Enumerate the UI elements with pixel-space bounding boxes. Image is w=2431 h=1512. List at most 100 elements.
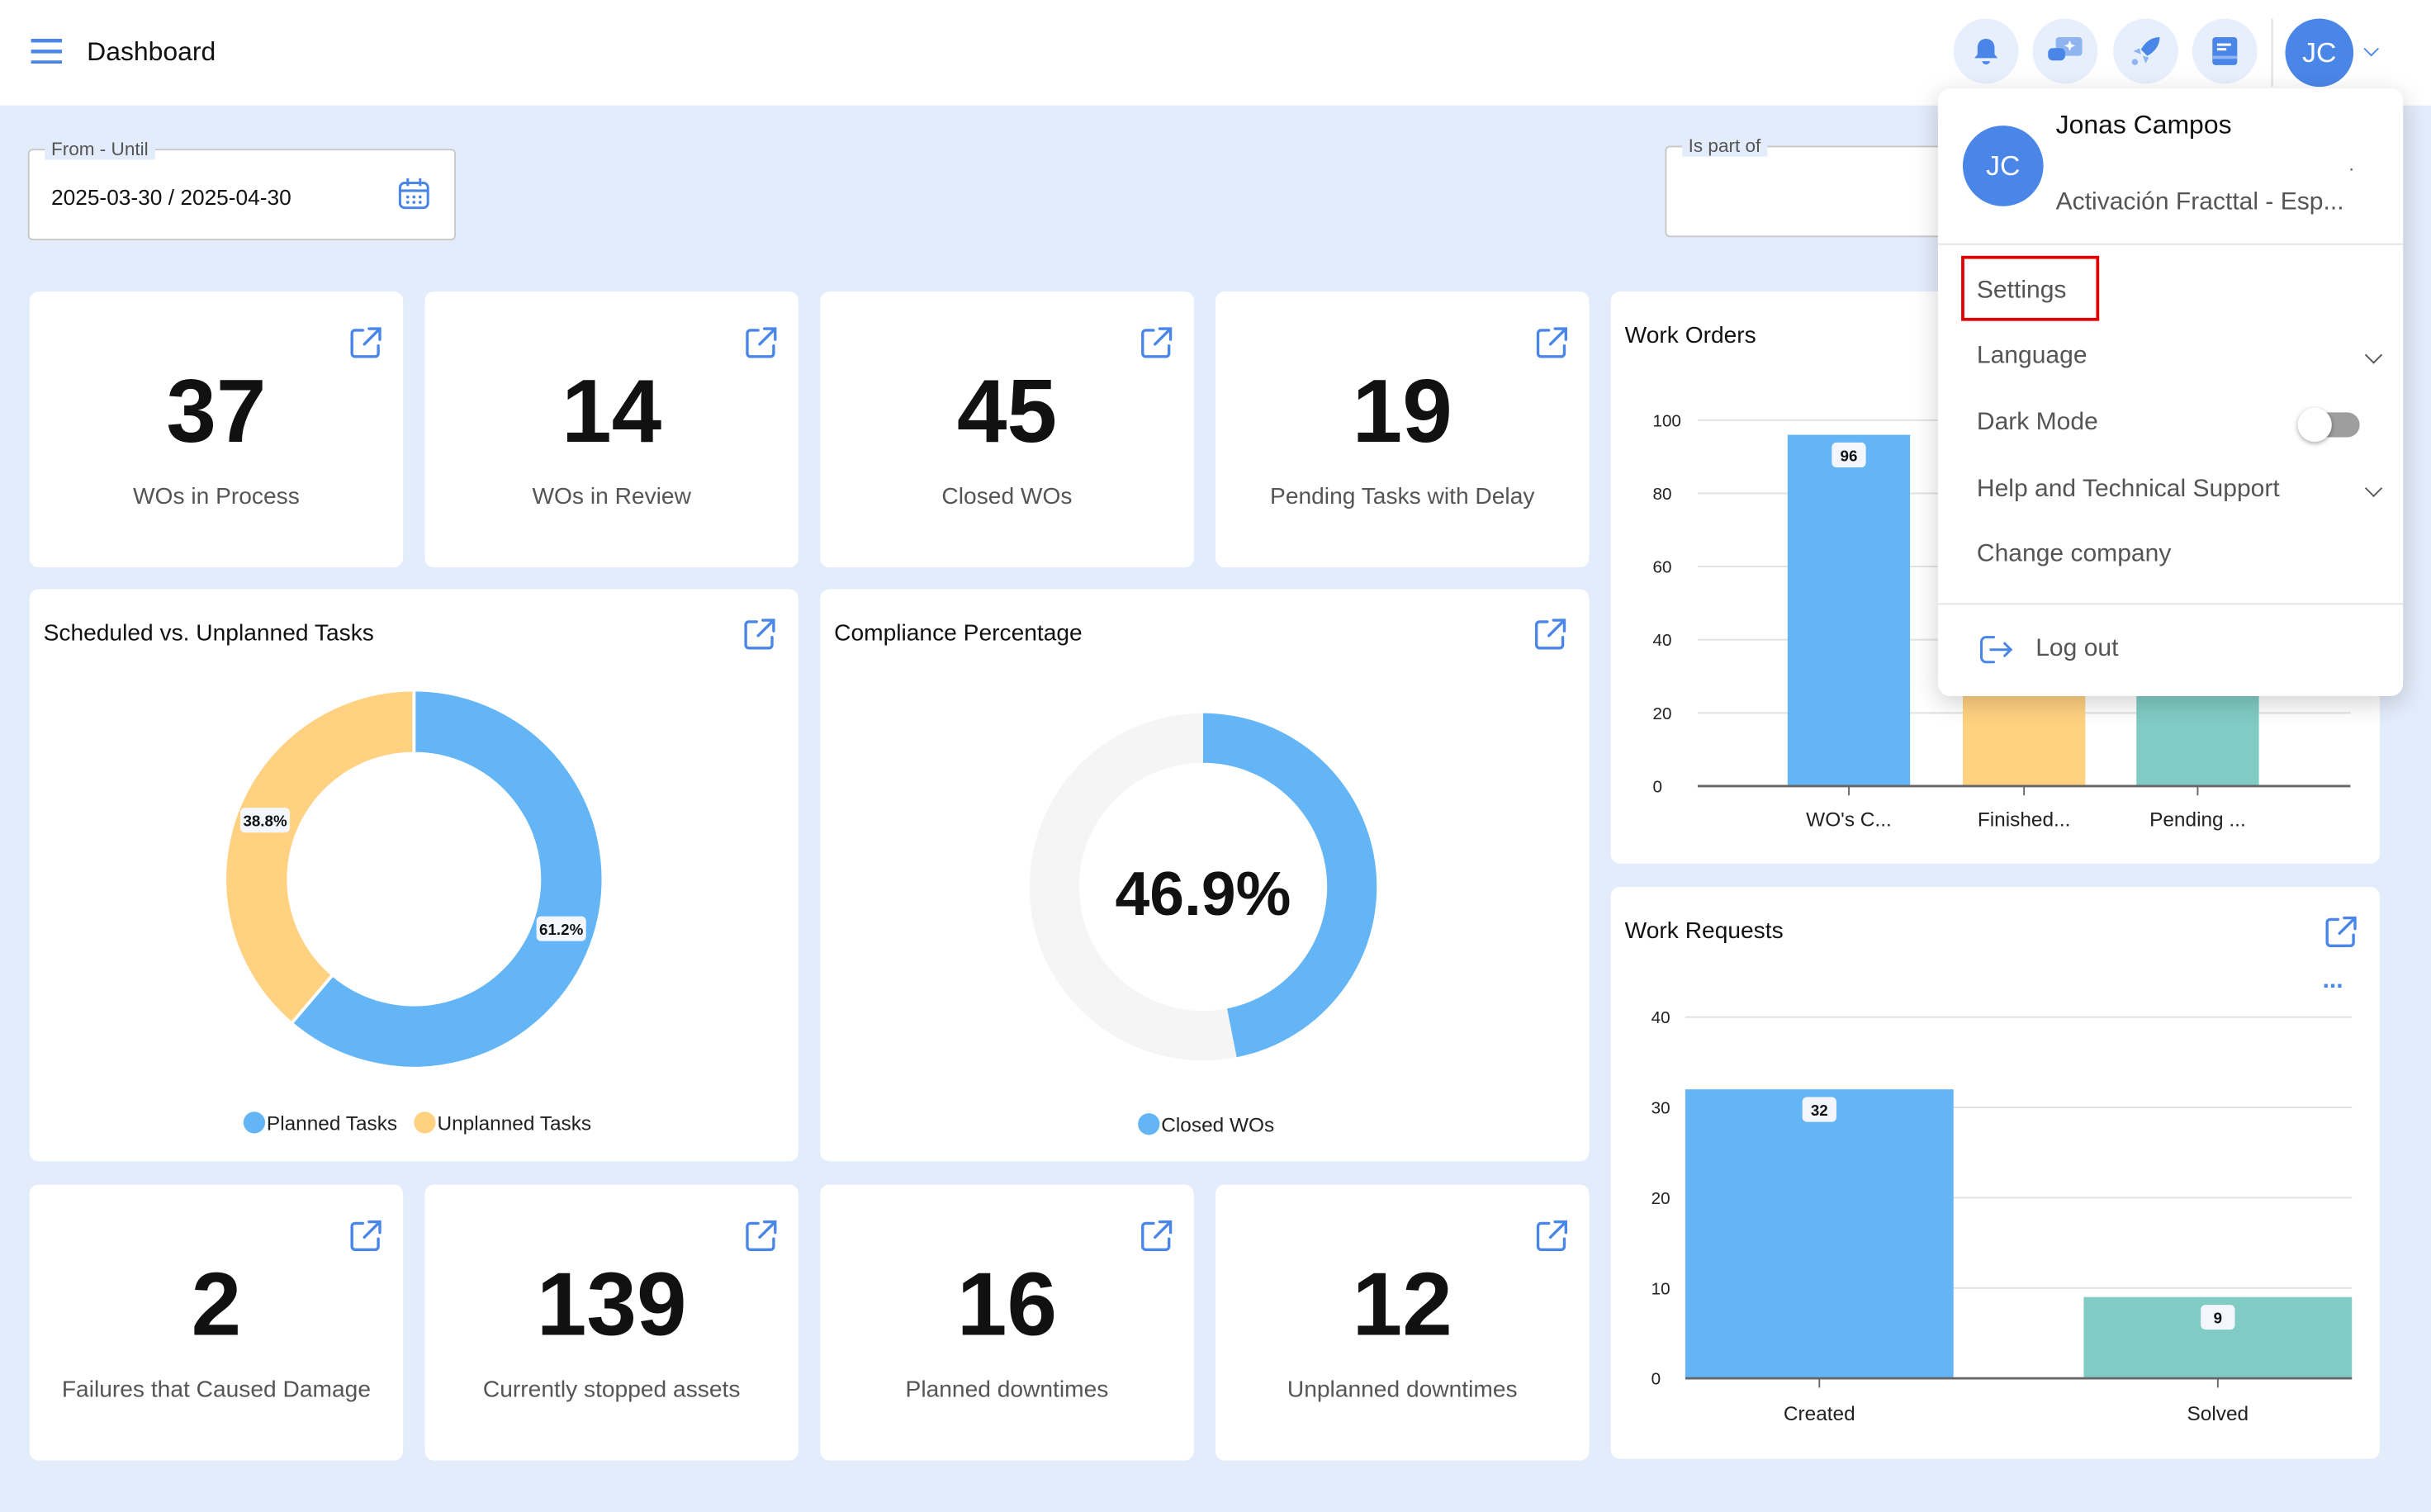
x-tick-label: Pending ... bbox=[2149, 809, 2246, 832]
data-label: 38.8% bbox=[243, 813, 287, 830]
data-label: 9 bbox=[2214, 1310, 2222, 1327]
book-icon bbox=[2212, 37, 2238, 65]
kpi-value: 19 bbox=[1352, 361, 1452, 462]
knowledge-base-button[interactable] bbox=[2192, 18, 2258, 84]
open-external-icon[interactable] bbox=[1138, 1217, 1175, 1254]
kpi-label: Currently stopped assets bbox=[482, 1377, 741, 1404]
compliance-donut-chart: 46.9% Closed WOs bbox=[1029, 713, 1377, 1137]
kpi-card: 45 Closed WOs bbox=[820, 291, 1194, 568]
top-bar: Dashboard JC bbox=[0, 0, 2431, 106]
menu-item-help[interactable]: Help and Technical Support bbox=[1977, 476, 2383, 504]
kpi-value: 139 bbox=[536, 1254, 687, 1355]
kpi-value: 12 bbox=[1352, 1254, 1452, 1355]
user-avatar: JC bbox=[1962, 126, 2044, 206]
menu-icon[interactable] bbox=[31, 38, 63, 64]
open-external-icon[interactable] bbox=[348, 324, 385, 361]
legend-swatch bbox=[414, 1111, 436, 1134]
x-tick-label: Finished... bbox=[1978, 809, 2071, 832]
legend-label: Unplanned Tasks bbox=[437, 1113, 591, 1135]
divider bbox=[2271, 18, 2273, 88]
y-tick-label: 30 bbox=[1651, 1099, 1670, 1118]
kpi-label: Failures that Caused Damage bbox=[61, 1377, 371, 1404]
center-value: 46.9% bbox=[1116, 859, 1291, 928]
more-options-button[interactable]: ... bbox=[2322, 967, 2343, 994]
kpi-value: 2 bbox=[191, 1254, 242, 1355]
data-label-bg bbox=[2201, 1305, 2235, 1330]
kpi-label: WOs in Review bbox=[532, 483, 691, 510]
kpi-card: 14 WOs in Review bbox=[424, 291, 798, 568]
logout-icon bbox=[1980, 636, 2013, 664]
chevron-down-icon bbox=[2364, 479, 2383, 498]
y-tick-label: 80 bbox=[1652, 485, 1671, 504]
divider bbox=[1937, 603, 2404, 605]
date-range-field[interactable]: From - Until 2025-03-30 / 2025-04-30 bbox=[27, 138, 456, 241]
user-menu: JC Jonas Campos . Activación Fracttal - … bbox=[1937, 88, 2404, 697]
data-label: 96 bbox=[1841, 447, 1858, 464]
open-external-icon[interactable] bbox=[1533, 324, 1571, 361]
kpi-value: 16 bbox=[956, 1254, 1058, 1355]
data-label-bg bbox=[240, 808, 291, 833]
donut-remainder bbox=[1029, 713, 1237, 1061]
kpi-label: Planned downtimes bbox=[905, 1377, 1109, 1404]
dark-mode-toggle[interactable] bbox=[2297, 407, 2360, 443]
donut-slice-0 bbox=[289, 688, 605, 1070]
onboarding-button[interactable] bbox=[2113, 18, 2178, 84]
open-external-icon[interactable] bbox=[1138, 324, 1175, 361]
kpi-card: 16 Planned downtimes bbox=[820, 1184, 1194, 1461]
y-tick-label: 40 bbox=[1651, 1008, 1670, 1027]
user-avatar-button[interactable]: JC bbox=[2285, 18, 2354, 88]
menu-item-language[interactable]: Language bbox=[1977, 343, 2383, 371]
user-name: Jonas Campos bbox=[2055, 110, 2232, 140]
page-title: Dashboard bbox=[87, 37, 216, 67]
kpi-label: Unplanned downtimes bbox=[1287, 1377, 1518, 1404]
is-part-of-label: Is part of bbox=[1682, 135, 1767, 157]
menu-item-change-company[interactable]: Change company bbox=[1976, 541, 2172, 568]
kpi-value: 14 bbox=[562, 361, 662, 462]
donut-slice-1 bbox=[223, 688, 416, 1026]
open-external-icon[interactable] bbox=[742, 324, 780, 361]
y-tick-label: 10 bbox=[1651, 1279, 1670, 1298]
chevron-down-icon bbox=[2364, 346, 2383, 364]
ai-chat-button[interactable] bbox=[2032, 18, 2098, 84]
bar-0 bbox=[1787, 434, 1911, 786]
dark-mode-label: Dark Mode bbox=[1976, 409, 2098, 436]
x-tick-label: WO's C... bbox=[1806, 809, 1892, 832]
kpi-card: 37 WOs in Process bbox=[29, 291, 404, 568]
open-external-icon[interactable] bbox=[1533, 1217, 1571, 1254]
legend-label: Closed WOs bbox=[1161, 1115, 1274, 1137]
calendar-icon[interactable] bbox=[397, 177, 431, 211]
kpi-card: 12 Unplanned downtimes bbox=[1215, 1184, 1590, 1461]
y-tick-label: 20 bbox=[1651, 1189, 1670, 1208]
open-external-icon[interactable] bbox=[741, 615, 778, 652]
work-requests-bar-chart: 0 10 20 30 40 Created 32 Solved 9 bbox=[1651, 1008, 2353, 1425]
legend-swatch bbox=[1138, 1113, 1160, 1135]
highlight-box bbox=[1961, 255, 2100, 321]
bell-icon bbox=[1974, 38, 1998, 64]
y-tick-label: 0 bbox=[1652, 777, 1661, 796]
kpi-card: 139 Currently stopped assets bbox=[424, 1184, 798, 1461]
card-title: Work Requests bbox=[1624, 917, 1784, 945]
open-external-icon[interactable] bbox=[1532, 615, 1569, 652]
y-tick-label: 20 bbox=[1652, 704, 1671, 723]
open-external-icon[interactable] bbox=[348, 1217, 385, 1254]
notifications-button[interactable] bbox=[1953, 18, 2019, 84]
card-title: Compliance Percentage bbox=[834, 620, 1083, 647]
menu-item-logout[interactable]: Log out bbox=[1977, 633, 2118, 666]
is-part-of-field[interactable]: Is part of bbox=[1665, 135, 1975, 238]
kpi-label: Closed WOs bbox=[941, 483, 1073, 510]
menu-item-settings[interactable]: Settings bbox=[1976, 277, 2067, 304]
open-external-icon[interactable] bbox=[742, 1217, 780, 1254]
kpi-label: Pending Tasks with Delay bbox=[1270, 483, 1535, 510]
x-tick-label: Created bbox=[1784, 1403, 1855, 1425]
work-requests-card: Work Requests ... 0 10 20 30 40 Created 32 Solv… bbox=[1610, 886, 2381, 1459]
open-external-icon[interactable] bbox=[2323, 913, 2360, 950]
y-tick-label: 100 bbox=[1652, 411, 1680, 430]
company-name: Activación Fracttal - Esp... bbox=[2055, 189, 2344, 216]
kpi-value: 37 bbox=[166, 361, 267, 462]
divider bbox=[1937, 243, 2404, 245]
x-tick-label: Solved bbox=[2187, 1403, 2249, 1425]
chevron-down-icon[interactable] bbox=[2363, 40, 2380, 57]
y-tick-label: 0 bbox=[1651, 1370, 1661, 1389]
user-email: . bbox=[2348, 153, 2354, 176]
kpi-label: WOs in Process bbox=[132, 483, 300, 510]
